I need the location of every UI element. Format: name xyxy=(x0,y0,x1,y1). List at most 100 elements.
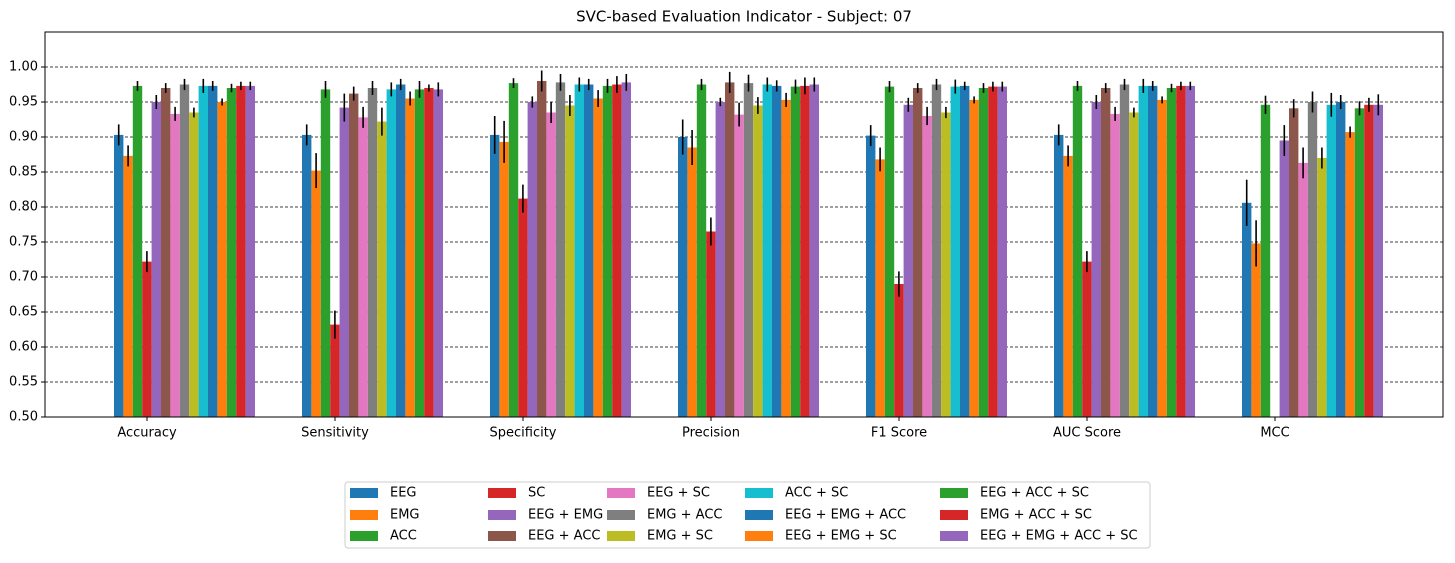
bar xyxy=(1317,158,1327,417)
bar xyxy=(1354,108,1365,417)
bar xyxy=(302,134,312,417)
bar xyxy=(790,86,801,417)
bar xyxy=(377,121,387,417)
legend-swatch xyxy=(745,510,773,520)
legend-swatch xyxy=(350,531,378,541)
bar xyxy=(311,170,321,417)
legend-swatch xyxy=(745,488,773,498)
bar xyxy=(1148,85,1158,417)
bar xyxy=(715,102,725,417)
bar xyxy=(555,82,566,417)
bar xyxy=(903,104,913,417)
bar xyxy=(950,86,960,417)
y-tick-label: 0.65 xyxy=(9,305,38,320)
bar xyxy=(800,85,810,417)
bar xyxy=(424,88,434,417)
bar xyxy=(687,147,697,417)
legend-swatch xyxy=(488,510,516,520)
bar xyxy=(245,85,255,417)
x-tick-label: AUC Score xyxy=(1053,426,1121,441)
bar xyxy=(1054,134,1064,417)
bar xyxy=(1176,85,1186,417)
legend-swatch xyxy=(607,510,635,520)
bar xyxy=(499,141,509,417)
y-tick-label: 0.85 xyxy=(9,165,38,180)
bar xyxy=(433,89,443,417)
bar xyxy=(226,88,237,417)
bar xyxy=(1185,85,1195,417)
bar xyxy=(922,116,932,417)
legend-swatch xyxy=(940,488,968,498)
bar xyxy=(565,105,575,417)
bar xyxy=(1373,104,1383,417)
bar xyxy=(508,83,519,417)
bar xyxy=(396,84,406,417)
x-tick-label: MCC xyxy=(1260,426,1289,441)
legend-label: EEG + EMG xyxy=(528,508,603,523)
bar xyxy=(884,86,895,417)
y-tick-label: 1.00 xyxy=(9,60,38,75)
bar xyxy=(123,155,133,417)
bar xyxy=(161,88,171,417)
bar xyxy=(743,83,754,417)
y-tick-label: 0.50 xyxy=(9,410,38,425)
y-tick-label: 0.75 xyxy=(9,235,38,250)
legend-label: EMG + ACC + SC xyxy=(980,508,1092,523)
bar xyxy=(320,89,331,417)
bar xyxy=(349,93,359,417)
bar xyxy=(1298,162,1308,417)
bar xyxy=(1364,104,1374,417)
legend-swatch xyxy=(607,488,635,498)
legend-swatch xyxy=(745,531,773,541)
legend-label: EEG + EMG + ACC xyxy=(785,508,906,523)
bar xyxy=(132,85,143,417)
bar xyxy=(781,99,791,417)
bar xyxy=(978,88,989,417)
bar xyxy=(574,84,584,417)
bar xyxy=(339,107,349,417)
bar xyxy=(358,117,368,417)
bar xyxy=(179,84,190,417)
plot-frame xyxy=(44,31,1444,418)
bar xyxy=(414,89,425,417)
bar xyxy=(527,102,537,417)
bar xyxy=(1166,88,1177,417)
bar xyxy=(537,81,547,417)
bar xyxy=(612,84,622,417)
legend-label: EMG + SC xyxy=(647,529,713,544)
y-tick-label: 0.55 xyxy=(9,375,38,390)
bar xyxy=(1119,84,1130,417)
bar xyxy=(386,89,396,417)
bar xyxy=(602,85,613,417)
bar xyxy=(546,112,556,417)
bar xyxy=(1260,104,1271,417)
legend-label: EEG + ACC + SC xyxy=(980,486,1089,501)
bar xyxy=(875,159,885,417)
bar xyxy=(696,84,707,417)
legend-label: EEG + SC xyxy=(647,486,710,501)
y-tick-label: 0.95 xyxy=(9,95,38,110)
bar xyxy=(621,82,631,417)
bar xyxy=(960,85,970,417)
bar xyxy=(114,134,124,417)
y-tick-label: 0.80 xyxy=(9,200,38,215)
legend-label: EEG xyxy=(390,486,417,501)
x-tick-label: Specificity xyxy=(490,426,557,441)
legend-label: EEG + ACC xyxy=(528,529,600,544)
bar xyxy=(1345,132,1355,417)
bar xyxy=(405,98,415,417)
bar xyxy=(217,102,227,417)
bar xyxy=(678,137,688,417)
legend-swatch xyxy=(940,531,968,541)
bar xyxy=(734,114,744,417)
bar xyxy=(198,85,208,417)
bar xyxy=(1072,85,1083,417)
legend-label: ACC + SC xyxy=(785,486,848,501)
bar xyxy=(1082,261,1092,417)
bar xyxy=(997,86,1007,417)
bar xyxy=(1129,112,1139,417)
legend-swatch xyxy=(940,510,968,520)
bar xyxy=(1091,102,1101,417)
bar xyxy=(931,84,942,417)
